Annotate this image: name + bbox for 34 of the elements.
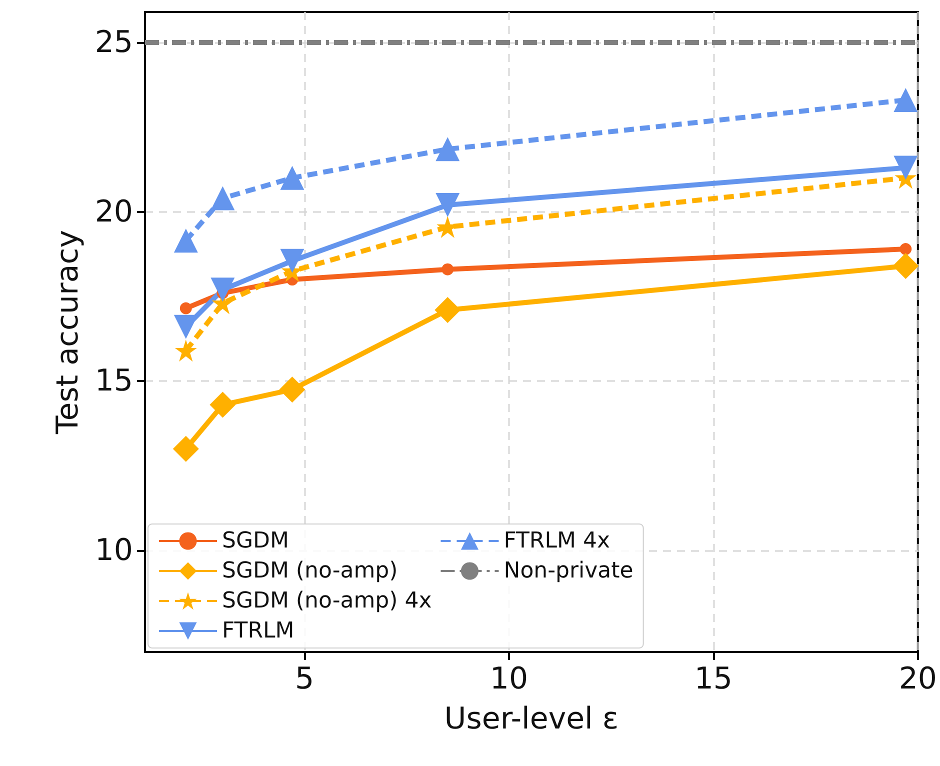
point <box>174 228 198 253</box>
point <box>279 376 306 403</box>
x-axis-title: User-level ε <box>444 702 619 736</box>
point <box>434 296 461 323</box>
point <box>210 186 235 210</box>
point <box>894 88 918 112</box>
y-tick-label: 10 <box>94 532 133 568</box>
point <box>174 340 197 362</box>
point <box>280 248 304 273</box>
point <box>436 193 460 218</box>
y-tick-label: 20 <box>94 194 133 230</box>
point <box>900 243 912 256</box>
legend-label: FTRLM 4x <box>504 528 610 554</box>
legend-label: FTRLM <box>222 618 294 644</box>
x-tick-label: 20 <box>898 662 938 696</box>
y-tick-label: 25 <box>94 24 133 60</box>
legend-label: SGDM <box>222 528 289 554</box>
legend-label: SGDM (no-amp) 4x <box>222 588 432 614</box>
point <box>210 278 235 302</box>
point <box>210 392 236 418</box>
legend-label: Non-private <box>504 558 634 584</box>
legend-label: SGDM (no-amp) <box>222 558 398 584</box>
point <box>180 302 192 314</box>
point <box>894 156 918 180</box>
point <box>280 166 304 190</box>
y-axis-title: Test accuracy <box>50 230 86 435</box>
y-tick-label: 15 <box>94 364 133 399</box>
point <box>442 263 454 276</box>
point <box>892 252 919 279</box>
point <box>436 137 460 162</box>
x-tick-label: 10 <box>490 662 528 696</box>
point <box>172 436 199 462</box>
x-tick-label: 5 <box>294 662 314 696</box>
x-tick-label: 15 <box>694 662 733 696</box>
